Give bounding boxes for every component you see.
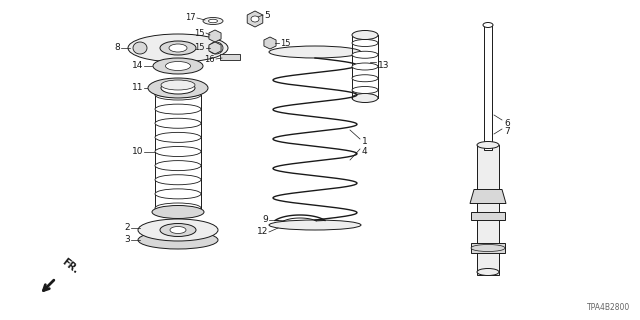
Ellipse shape xyxy=(203,18,223,25)
Text: 11: 11 xyxy=(131,84,143,92)
Text: 15: 15 xyxy=(280,38,291,47)
Text: 15: 15 xyxy=(195,28,205,37)
Text: 17: 17 xyxy=(186,13,196,22)
Ellipse shape xyxy=(170,227,186,234)
Text: 14: 14 xyxy=(132,61,143,70)
Ellipse shape xyxy=(269,220,361,230)
Polygon shape xyxy=(470,189,506,204)
Ellipse shape xyxy=(133,42,147,54)
Text: 5: 5 xyxy=(264,11,269,20)
Polygon shape xyxy=(247,11,263,27)
Ellipse shape xyxy=(128,34,228,62)
Ellipse shape xyxy=(160,41,196,55)
Ellipse shape xyxy=(155,90,201,100)
Bar xyxy=(484,25,492,150)
Ellipse shape xyxy=(251,16,259,22)
Ellipse shape xyxy=(152,205,204,219)
Ellipse shape xyxy=(155,175,201,185)
Text: 1: 1 xyxy=(362,138,368,147)
Text: 16: 16 xyxy=(204,54,215,63)
Ellipse shape xyxy=(483,22,493,28)
Ellipse shape xyxy=(209,42,223,54)
Ellipse shape xyxy=(169,44,187,52)
Ellipse shape xyxy=(155,132,201,142)
Text: 10: 10 xyxy=(131,148,143,156)
Ellipse shape xyxy=(155,147,201,156)
Text: FR.: FR. xyxy=(60,257,81,276)
Ellipse shape xyxy=(138,231,218,249)
Ellipse shape xyxy=(269,46,361,58)
Ellipse shape xyxy=(477,141,499,148)
Text: 2: 2 xyxy=(124,223,130,233)
Ellipse shape xyxy=(155,104,201,114)
Polygon shape xyxy=(209,30,221,42)
Ellipse shape xyxy=(148,78,208,98)
Ellipse shape xyxy=(160,223,196,236)
Ellipse shape xyxy=(166,61,191,70)
Ellipse shape xyxy=(352,63,378,70)
Text: 12: 12 xyxy=(257,228,268,236)
Text: 3: 3 xyxy=(124,236,130,244)
Text: 6: 6 xyxy=(504,118,509,127)
Text: 15: 15 xyxy=(195,44,205,52)
Ellipse shape xyxy=(352,86,378,93)
Polygon shape xyxy=(209,42,221,54)
Ellipse shape xyxy=(138,219,218,241)
Text: 7: 7 xyxy=(504,127,509,137)
Ellipse shape xyxy=(153,58,203,74)
Bar xyxy=(471,212,505,220)
Text: 13: 13 xyxy=(378,60,390,69)
Text: 8: 8 xyxy=(115,44,120,52)
Bar xyxy=(220,54,240,60)
Text: TPA4B2800: TPA4B2800 xyxy=(587,303,630,312)
Ellipse shape xyxy=(155,161,201,171)
Bar xyxy=(471,243,505,253)
Ellipse shape xyxy=(352,51,378,58)
Ellipse shape xyxy=(471,244,505,252)
Ellipse shape xyxy=(161,82,195,94)
Ellipse shape xyxy=(209,19,218,23)
Ellipse shape xyxy=(155,118,201,128)
Ellipse shape xyxy=(352,39,378,46)
Ellipse shape xyxy=(352,30,378,39)
Ellipse shape xyxy=(161,80,195,90)
Ellipse shape xyxy=(352,75,378,82)
Polygon shape xyxy=(264,37,276,49)
Ellipse shape xyxy=(155,189,201,199)
Bar xyxy=(477,145,499,275)
Ellipse shape xyxy=(477,268,499,276)
Ellipse shape xyxy=(155,203,201,213)
Ellipse shape xyxy=(152,84,204,98)
Ellipse shape xyxy=(352,93,378,102)
Text: 9: 9 xyxy=(262,215,268,225)
Text: 4: 4 xyxy=(362,148,367,156)
